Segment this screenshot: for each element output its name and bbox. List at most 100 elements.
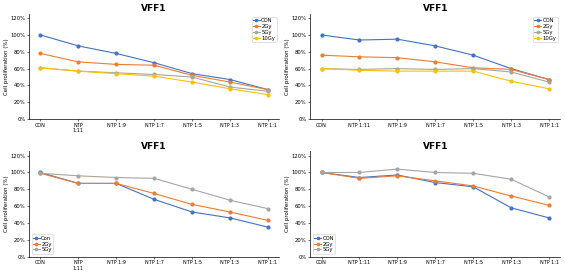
5Gy: [227, 199, 233, 202]
5Gy: [432, 68, 438, 71]
Line: 10Gy: 10Gy: [39, 66, 270, 96]
Con: [264, 226, 271, 229]
5Gy: [356, 68, 363, 71]
2Gy: [37, 52, 44, 55]
CON: [356, 176, 363, 179]
CON: [75, 44, 82, 48]
5Gy: [394, 167, 401, 171]
5Gy: [318, 67, 325, 70]
2Gy: [264, 88, 271, 91]
10Gy: [394, 70, 401, 73]
10Gy: [470, 70, 476, 73]
Line: CON: CON: [320, 171, 550, 219]
10Gy: [356, 69, 363, 72]
5Gy: [264, 207, 271, 210]
10Gy: [432, 70, 438, 73]
Title: VFF1: VFF1: [141, 4, 167, 13]
Line: 5Gy: 5Gy: [39, 66, 270, 93]
5Gy: [470, 172, 476, 175]
2Gy: [75, 60, 82, 64]
2Gy: [37, 172, 44, 175]
CON: [227, 78, 233, 81]
5Gy: [508, 70, 515, 74]
2Gy: [508, 68, 515, 71]
Y-axis label: Cell proliferation (%): Cell proliferation (%): [285, 176, 290, 232]
2Gy: [151, 192, 158, 195]
5Gy: [37, 66, 44, 69]
Legend: Con, 2Gy, 5Gy: Con, 2Gy, 5Gy: [32, 234, 53, 254]
CON: [394, 173, 401, 177]
5Gy: [508, 178, 515, 181]
Line: 2Gy: 2Gy: [320, 171, 550, 207]
Title: VFF1: VFF1: [423, 4, 448, 13]
2Gy: [113, 63, 120, 66]
2Gy: [264, 219, 271, 222]
CON: [470, 185, 476, 188]
5Gy: [189, 75, 195, 79]
2Gy: [356, 177, 363, 180]
CON: [151, 61, 158, 64]
CON: [356, 39, 363, 42]
CON: [546, 216, 553, 219]
Line: 5Gy: 5Gy: [39, 172, 270, 210]
2Gy: [546, 78, 553, 81]
CON: [264, 88, 271, 91]
CON: [113, 52, 120, 55]
Con: [227, 216, 233, 219]
5Gy: [75, 70, 82, 73]
Y-axis label: Cell proliferation (%): Cell proliferation (%): [285, 38, 290, 95]
2Gy: [318, 54, 325, 57]
2Gy: [189, 203, 195, 206]
2Gy: [432, 60, 438, 64]
2Gy: [318, 171, 325, 174]
2Gy: [227, 80, 233, 84]
2Gy: [394, 174, 401, 177]
Line: CON: CON: [320, 34, 550, 81]
CON: [470, 54, 476, 57]
CON: [318, 33, 325, 37]
Con: [37, 171, 44, 174]
Line: 5Gy: 5Gy: [320, 67, 550, 83]
5Gy: [264, 90, 271, 93]
Con: [189, 210, 195, 214]
2Gy: [470, 66, 476, 69]
Line: CON: CON: [39, 34, 270, 91]
5Gy: [546, 80, 553, 84]
CON: [432, 181, 438, 184]
Line: 2Gy: 2Gy: [39, 52, 270, 91]
5Gy: [394, 67, 401, 70]
Y-axis label: Cell proliferation (%): Cell proliferation (%): [4, 38, 9, 95]
Title: VFF1: VFF1: [141, 142, 167, 151]
CON: [508, 67, 515, 70]
5Gy: [546, 195, 553, 199]
Con: [151, 198, 158, 201]
5Gy: [113, 176, 120, 179]
CON: [546, 78, 553, 81]
Line: 2Gy: 2Gy: [320, 54, 550, 81]
5Gy: [356, 171, 363, 174]
Line: 5Gy: 5Gy: [320, 168, 550, 198]
10Gy: [37, 66, 44, 69]
2Gy: [113, 182, 120, 185]
10Gy: [264, 93, 271, 96]
5Gy: [432, 171, 438, 174]
5Gy: [75, 174, 82, 177]
2Gy: [189, 74, 195, 77]
10Gy: [546, 87, 553, 90]
10Gy: [75, 70, 82, 73]
Title: VFF1: VFF1: [423, 142, 448, 151]
10Gy: [318, 67, 325, 70]
CON: [432, 44, 438, 48]
10Gy: [189, 80, 195, 84]
5Gy: [151, 73, 158, 76]
5Gy: [151, 177, 158, 180]
10Gy: [151, 75, 158, 78]
5Gy: [37, 172, 44, 175]
5Gy: [470, 67, 476, 70]
2Gy: [432, 179, 438, 183]
2Gy: [227, 210, 233, 214]
Y-axis label: Cell proliferation (%): Cell proliferation (%): [4, 176, 9, 232]
CON: [189, 72, 195, 75]
2Gy: [151, 64, 158, 67]
Line: 10Gy: 10Gy: [320, 67, 550, 90]
